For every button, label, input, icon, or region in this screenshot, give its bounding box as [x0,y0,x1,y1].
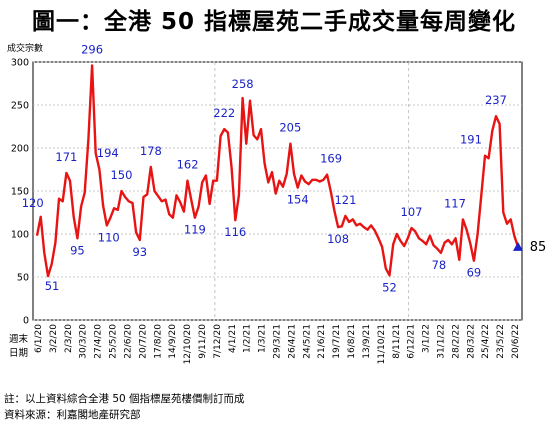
data-label: 107 [401,205,423,219]
x-tick-label: 26/4/21 [287,324,297,359]
x-tick-label: 29/3/21 [273,324,283,359]
x-tick-label: 14/9/20 [168,324,178,359]
data-label: 69 [467,266,482,280]
x-tick-label: 22/6/20 [123,324,133,359]
x-tick-label: 21/6/21 [317,324,327,359]
x-tick-label: 13/9/21 [362,324,372,359]
series-line [35,64,520,278]
data-label: 171 [55,150,77,164]
x-tick-label: 31/1/22 [436,324,446,359]
y-tick-label: 300 [11,58,29,69]
footnote: 註：以上資料綜合全港 50 個指標屋苑樓價制訂而成 [4,393,245,405]
x-tick-label: 3/2/20 [49,324,59,353]
x-tick-label: 25/5/20 [109,324,119,359]
y-tick-label: 100 [11,230,29,241]
x-tick-label: 1/2/21 [243,324,253,353]
data-label: 51 [45,279,60,293]
data-label: 93 [132,245,147,259]
data-label: 237 [485,93,507,107]
x-tick-label: 19/7/21 [332,324,342,359]
x-tick-label: 4/1/21 [228,324,238,353]
data-label: 258 [232,77,254,91]
data-label: 121 [334,193,356,207]
data-label: 110 [98,230,120,244]
x-tick-label: 12/10/20 [183,324,193,365]
data-label: 120 [22,196,44,210]
data-label: 95 [70,243,85,257]
data-label: 162 [177,158,199,172]
x-tick-label: 30/3/20 [79,324,89,359]
x-tick-label: 24/5/21 [302,324,312,359]
source-note: 資料來源：利嘉閣地產研究部 [4,409,141,421]
data-label: 78 [432,258,447,272]
data-label: 119 [184,223,206,237]
line-chart: 0 50 100 150 200 250 300 成交宗數 6/1/20 3/2/20 2/3/20… [7,42,547,365]
x-tick-label: 28/3/22 [466,324,476,359]
x-axis-label: 週末 [9,333,29,345]
data-label: 222 [213,106,235,120]
data-label: 191 [460,133,482,147]
data-label: 52 [382,280,397,294]
data-label: 116 [224,225,246,239]
data-label: 150 [110,168,132,182]
end-marker [513,241,523,251]
x-axis-label: 日期 [9,348,28,359]
x-tick-label: 16/8/21 [347,324,357,359]
x-tick-label: 2/3/20 [64,324,74,353]
x-tick-label: 6/12/21 [407,324,417,359]
x-tick-label: 1/3/21 [258,324,268,353]
x-tick-label: 25/4/22 [481,324,491,359]
y-tick-label: 250 [11,101,29,112]
y-axis-label: 成交宗數 [7,42,43,54]
data-label: 296 [81,42,103,56]
x-tick-label: 28/2/22 [451,324,461,359]
y-tick-label: 0 [23,316,29,327]
x-tick-label: 20/6/22 [511,324,521,359]
data-label: 154 [287,193,309,207]
y-tick-label: 150 [11,187,29,198]
data-label: 169 [320,152,342,166]
x-tick-label: 6/1/20 [34,324,44,353]
x-tick-label: 8/11/21 [392,324,402,359]
x-tick-label: 20/7/20 [138,324,148,359]
x-tick-label: 17/8/20 [153,324,163,359]
data-label: 108 [327,232,349,246]
x-tick-label: 11/10/21 [377,324,387,364]
x-tick-label: 23/5/22 [496,324,506,359]
x-tick-label: 3/1/22 [422,324,432,353]
x-tick-label: 7/12/20 [213,324,223,359]
data-label: 178 [140,144,162,158]
data-label: 117 [444,196,466,210]
data-label: 205 [279,121,301,135]
x-tick-label: 27/4/20 [94,324,104,359]
data-label: 85 [530,240,547,255]
x-tick-label: 9/11/20 [198,324,208,359]
y-tick-label: 200 [11,144,29,155]
y-tick-label: 50 [17,273,29,284]
data-label: 194 [97,146,119,160]
chart-title: 圖一：全港 50 指標屋苑二手成交量每周變化 [31,9,517,35]
